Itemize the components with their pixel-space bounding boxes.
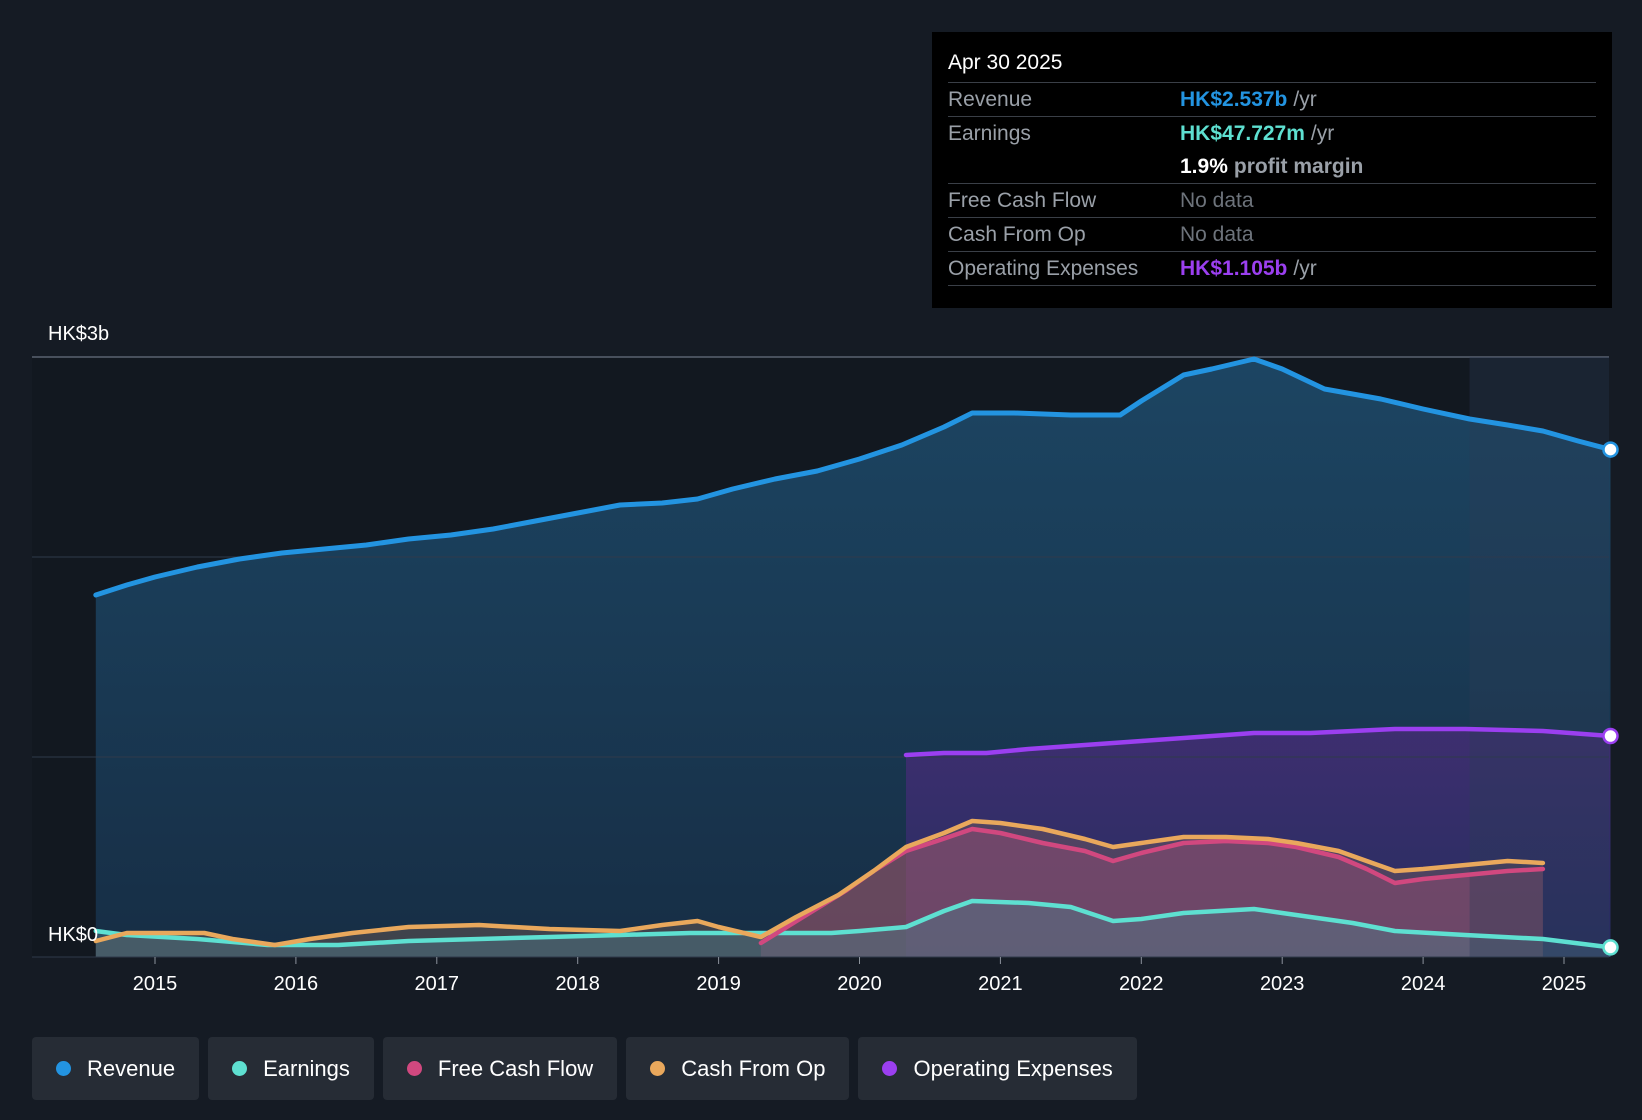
legend-dot-icon	[406, 1061, 422, 1076]
tooltip-unit: /yr	[1310, 121, 1335, 145]
tooltip-row-revenue: Revenue HK$2.537b /yr	[948, 82, 1596, 116]
tooltip-label: Earnings	[948, 121, 1031, 145]
tooltip-label: Revenue	[948, 87, 1033, 111]
tooltip-value: No data	[1180, 222, 1254, 246]
earnings-line	[93, 898, 1613, 950]
y-tick-label: HK$3b	[48, 323, 109, 345]
tooltip-value: 1.9%	[1180, 154, 1228, 178]
tooltip-value: HK$47.727m	[1180, 121, 1305, 145]
x-axis-ticks: 2015 2016 2017 2018 2019 2020 2021 2022 2023 2024…	[133, 957, 1587, 995]
x-tick-label: 2023	[1260, 973, 1305, 995]
tooltip-unit: profit margin	[1233, 154, 1364, 178]
cash-from-op-area	[95, 821, 1543, 957]
legend-label: Cash From Op	[681, 1055, 826, 1081]
gridlines	[32, 356, 1609, 958]
tooltip-label: Cash From Op	[948, 222, 1086, 246]
x-tick-label: 2017	[415, 973, 460, 995]
legend-item-free-cash-flow[interactable]: Free Cash Flow	[382, 1037, 618, 1100]
tooltip-panel: Apr 30 2025 Revenue HK$2.537b /yr Earnin…	[932, 32, 1612, 308]
tooltip-value: HK$1.105b	[1180, 256, 1288, 280]
tooltip-label: Free Cash Flow	[948, 188, 1097, 212]
y-axis-labels: HK$3b HK$0	[48, 323, 109, 946]
legend-label: Earnings	[263, 1055, 350, 1081]
tooltip-row-cfo: Cash From Op No data	[948, 217, 1596, 251]
series-lines	[93, 356, 1613, 950]
x-tick-label: 2022	[1119, 973, 1164, 995]
legend-item-earnings[interactable]: Earnings	[208, 1037, 374, 1100]
x-tick-label: 2019	[696, 973, 741, 995]
legend-label: Revenue	[87, 1055, 176, 1081]
legend-dot-icon	[650, 1061, 666, 1076]
revenue-endpoint	[1602, 441, 1619, 458]
x-tick-label: 2016	[274, 973, 319, 995]
tooltip-divider	[948, 285, 1596, 287]
legend-dot-icon	[882, 1061, 898, 1076]
operating-expenses-endpoint	[1602, 727, 1619, 745]
series-endpoints	[1602, 441, 1619, 956]
legend-item-operating-expenses[interactable]: Operating Expenses	[858, 1037, 1137, 1100]
chart-legend: Revenue Earnings Free Cash Flow Cash Fro…	[32, 1037, 1137, 1100]
tooltip-unit: /yr	[1293, 87, 1317, 111]
tooltip-value: HK$2.537b	[1180, 87, 1288, 111]
legend-dot-icon	[232, 1061, 248, 1076]
legend-label: Free Cash Flow	[437, 1055, 594, 1081]
legend-label: Operating Expenses	[913, 1055, 1113, 1081]
x-tick-label: 2018	[555, 973, 600, 995]
x-tick-label: 2021	[978, 973, 1023, 995]
earnings-endpoint	[1602, 939, 1619, 956]
tooltip-date: Apr 30 2025	[948, 51, 1063, 74]
tooltip-label: Operating Expenses	[948, 256, 1139, 280]
operating-expenses-line	[903, 726, 1613, 758]
tooltip-unit: /yr	[1293, 256, 1317, 280]
tooltip-row-margin: 1.9% profit margin	[948, 150, 1596, 183]
legend-dot-icon	[56, 1061, 71, 1076]
x-tick-label: 2015	[133, 973, 178, 995]
x-tick-label: 2020	[837, 973, 882, 995]
earnings-area	[95, 901, 1611, 957]
tooltip-row-fcf: Free Cash Flow No data	[948, 183, 1596, 217]
forecast-shade	[1469, 357, 1609, 957]
x-tick-label: 2025	[1542, 973, 1587, 995]
y-tick-label: HK$0	[48, 924, 98, 946]
tooltip-row-earnings: Earnings HK$47.727m /yr	[948, 116, 1596, 150]
revenue-line	[93, 356, 1613, 598]
tooltip-row-opex: Operating Expenses HK$1.105b /yr	[948, 251, 1596, 285]
x-tick-label: 2024	[1401, 973, 1446, 995]
tooltip-value: No data	[1180, 188, 1254, 212]
cash-from-op-line	[93, 818, 1546, 948]
legend-item-revenue[interactable]: Revenue	[32, 1037, 200, 1100]
legend-item-cash-from-op[interactable]: Cash From Op	[626, 1037, 850, 1100]
